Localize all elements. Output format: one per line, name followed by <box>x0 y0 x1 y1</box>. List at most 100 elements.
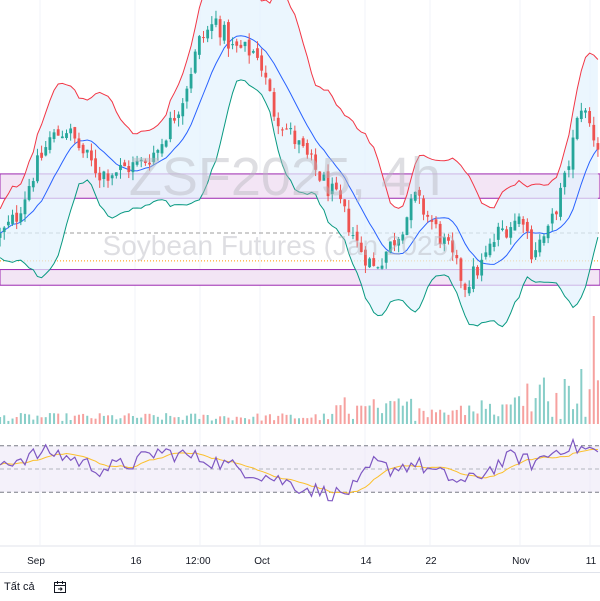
candle-body <box>368 258 371 268</box>
candle-body <box>280 129 284 131</box>
candle <box>69 123 73 141</box>
candle <box>434 216 438 229</box>
candle <box>235 38 239 53</box>
candle-body <box>492 242 496 247</box>
candle <box>488 238 492 258</box>
volume-bar <box>210 420 213 424</box>
volume-bar <box>372 399 375 424</box>
candle-body <box>31 181 35 188</box>
volume-bar <box>248 419 251 424</box>
candle <box>530 225 533 264</box>
candle <box>90 143 93 167</box>
time-tick-label: 12:00 <box>185 556 210 567</box>
candle <box>56 125 60 136</box>
candle-body <box>206 29 210 39</box>
volume-bar <box>547 401 550 424</box>
candle <box>185 85 189 109</box>
candle-body <box>401 234 405 241</box>
candle-body <box>517 216 521 225</box>
candle-body <box>384 251 388 263</box>
volume-bar <box>111 415 114 424</box>
candle-body <box>322 174 326 181</box>
bollinger-bands <box>0 0 599 328</box>
candle-body <box>106 173 110 181</box>
candle-body <box>451 240 455 253</box>
candle <box>567 160 571 178</box>
candle-body <box>376 267 380 269</box>
candle-body <box>11 214 14 224</box>
candle <box>521 216 525 234</box>
candle-body <box>127 166 131 173</box>
candle <box>206 25 210 43</box>
candle-body <box>276 117 280 127</box>
candle-body <box>164 140 168 147</box>
candle <box>173 110 176 124</box>
volume-bar <box>418 408 421 424</box>
candle <box>123 159 127 167</box>
candle-body <box>272 92 276 117</box>
candle <box>280 127 284 137</box>
candle <box>447 233 450 245</box>
range-all-button[interactable]: Tất cả <box>4 581 35 593</box>
candle <box>98 166 102 188</box>
volume-bar <box>376 407 379 424</box>
candle <box>575 116 579 141</box>
volume-bar <box>443 412 446 424</box>
candle <box>418 186 421 204</box>
volume-bar <box>198 418 201 424</box>
candle-body <box>152 152 156 163</box>
volume-bar <box>94 418 97 424</box>
volume-bar <box>148 413 151 424</box>
candle-body <box>181 103 185 117</box>
candle <box>305 139 309 159</box>
candle-body <box>27 186 31 200</box>
candle-body <box>289 128 293 130</box>
volume-bar <box>53 413 56 424</box>
candle <box>592 116 596 147</box>
volume-bar <box>289 414 292 424</box>
volume-bar <box>185 415 188 424</box>
candle <box>517 213 521 227</box>
volume-bar <box>389 400 392 424</box>
candle-body <box>36 155 39 182</box>
candle-body <box>530 229 533 260</box>
candle <box>218 15 222 46</box>
volume-bar <box>505 404 508 424</box>
time-axis[interactable]: Sep 16 12:00 Oct 14 22 Nov 11 <box>0 545 600 567</box>
candle <box>293 125 297 149</box>
candle <box>459 257 463 289</box>
candle-body <box>334 182 338 190</box>
candle-body <box>434 219 438 225</box>
volume-bar <box>501 404 504 424</box>
candle <box>322 171 326 181</box>
candle-body <box>2 227 6 233</box>
volume-bar <box>227 417 230 424</box>
candle-body <box>426 214 430 217</box>
volume-bar <box>522 405 525 424</box>
candle <box>368 257 371 268</box>
candle <box>330 177 334 202</box>
volume-bar <box>327 419 330 424</box>
volume-bar <box>169 415 172 424</box>
volume-bar <box>231 420 234 424</box>
candle-body <box>447 237 450 241</box>
candle-body <box>243 41 247 47</box>
volume-bar <box>530 411 533 424</box>
candle-body <box>563 172 567 188</box>
candle-body <box>496 226 500 240</box>
candle-body <box>15 212 19 222</box>
time-tick-label: 14 <box>360 556 372 567</box>
candle <box>60 130 64 139</box>
candle-body <box>193 51 197 73</box>
candle-body <box>422 198 425 215</box>
bottom-toolbar: Tất cả <box>0 572 600 601</box>
candle-body <box>285 128 288 130</box>
candle <box>355 224 359 248</box>
candle <box>364 246 367 274</box>
candle-body <box>160 144 164 154</box>
candle <box>160 138 164 157</box>
calendar-range-icon[interactable] <box>53 580 67 594</box>
candle <box>334 176 338 191</box>
candle <box>359 236 363 253</box>
